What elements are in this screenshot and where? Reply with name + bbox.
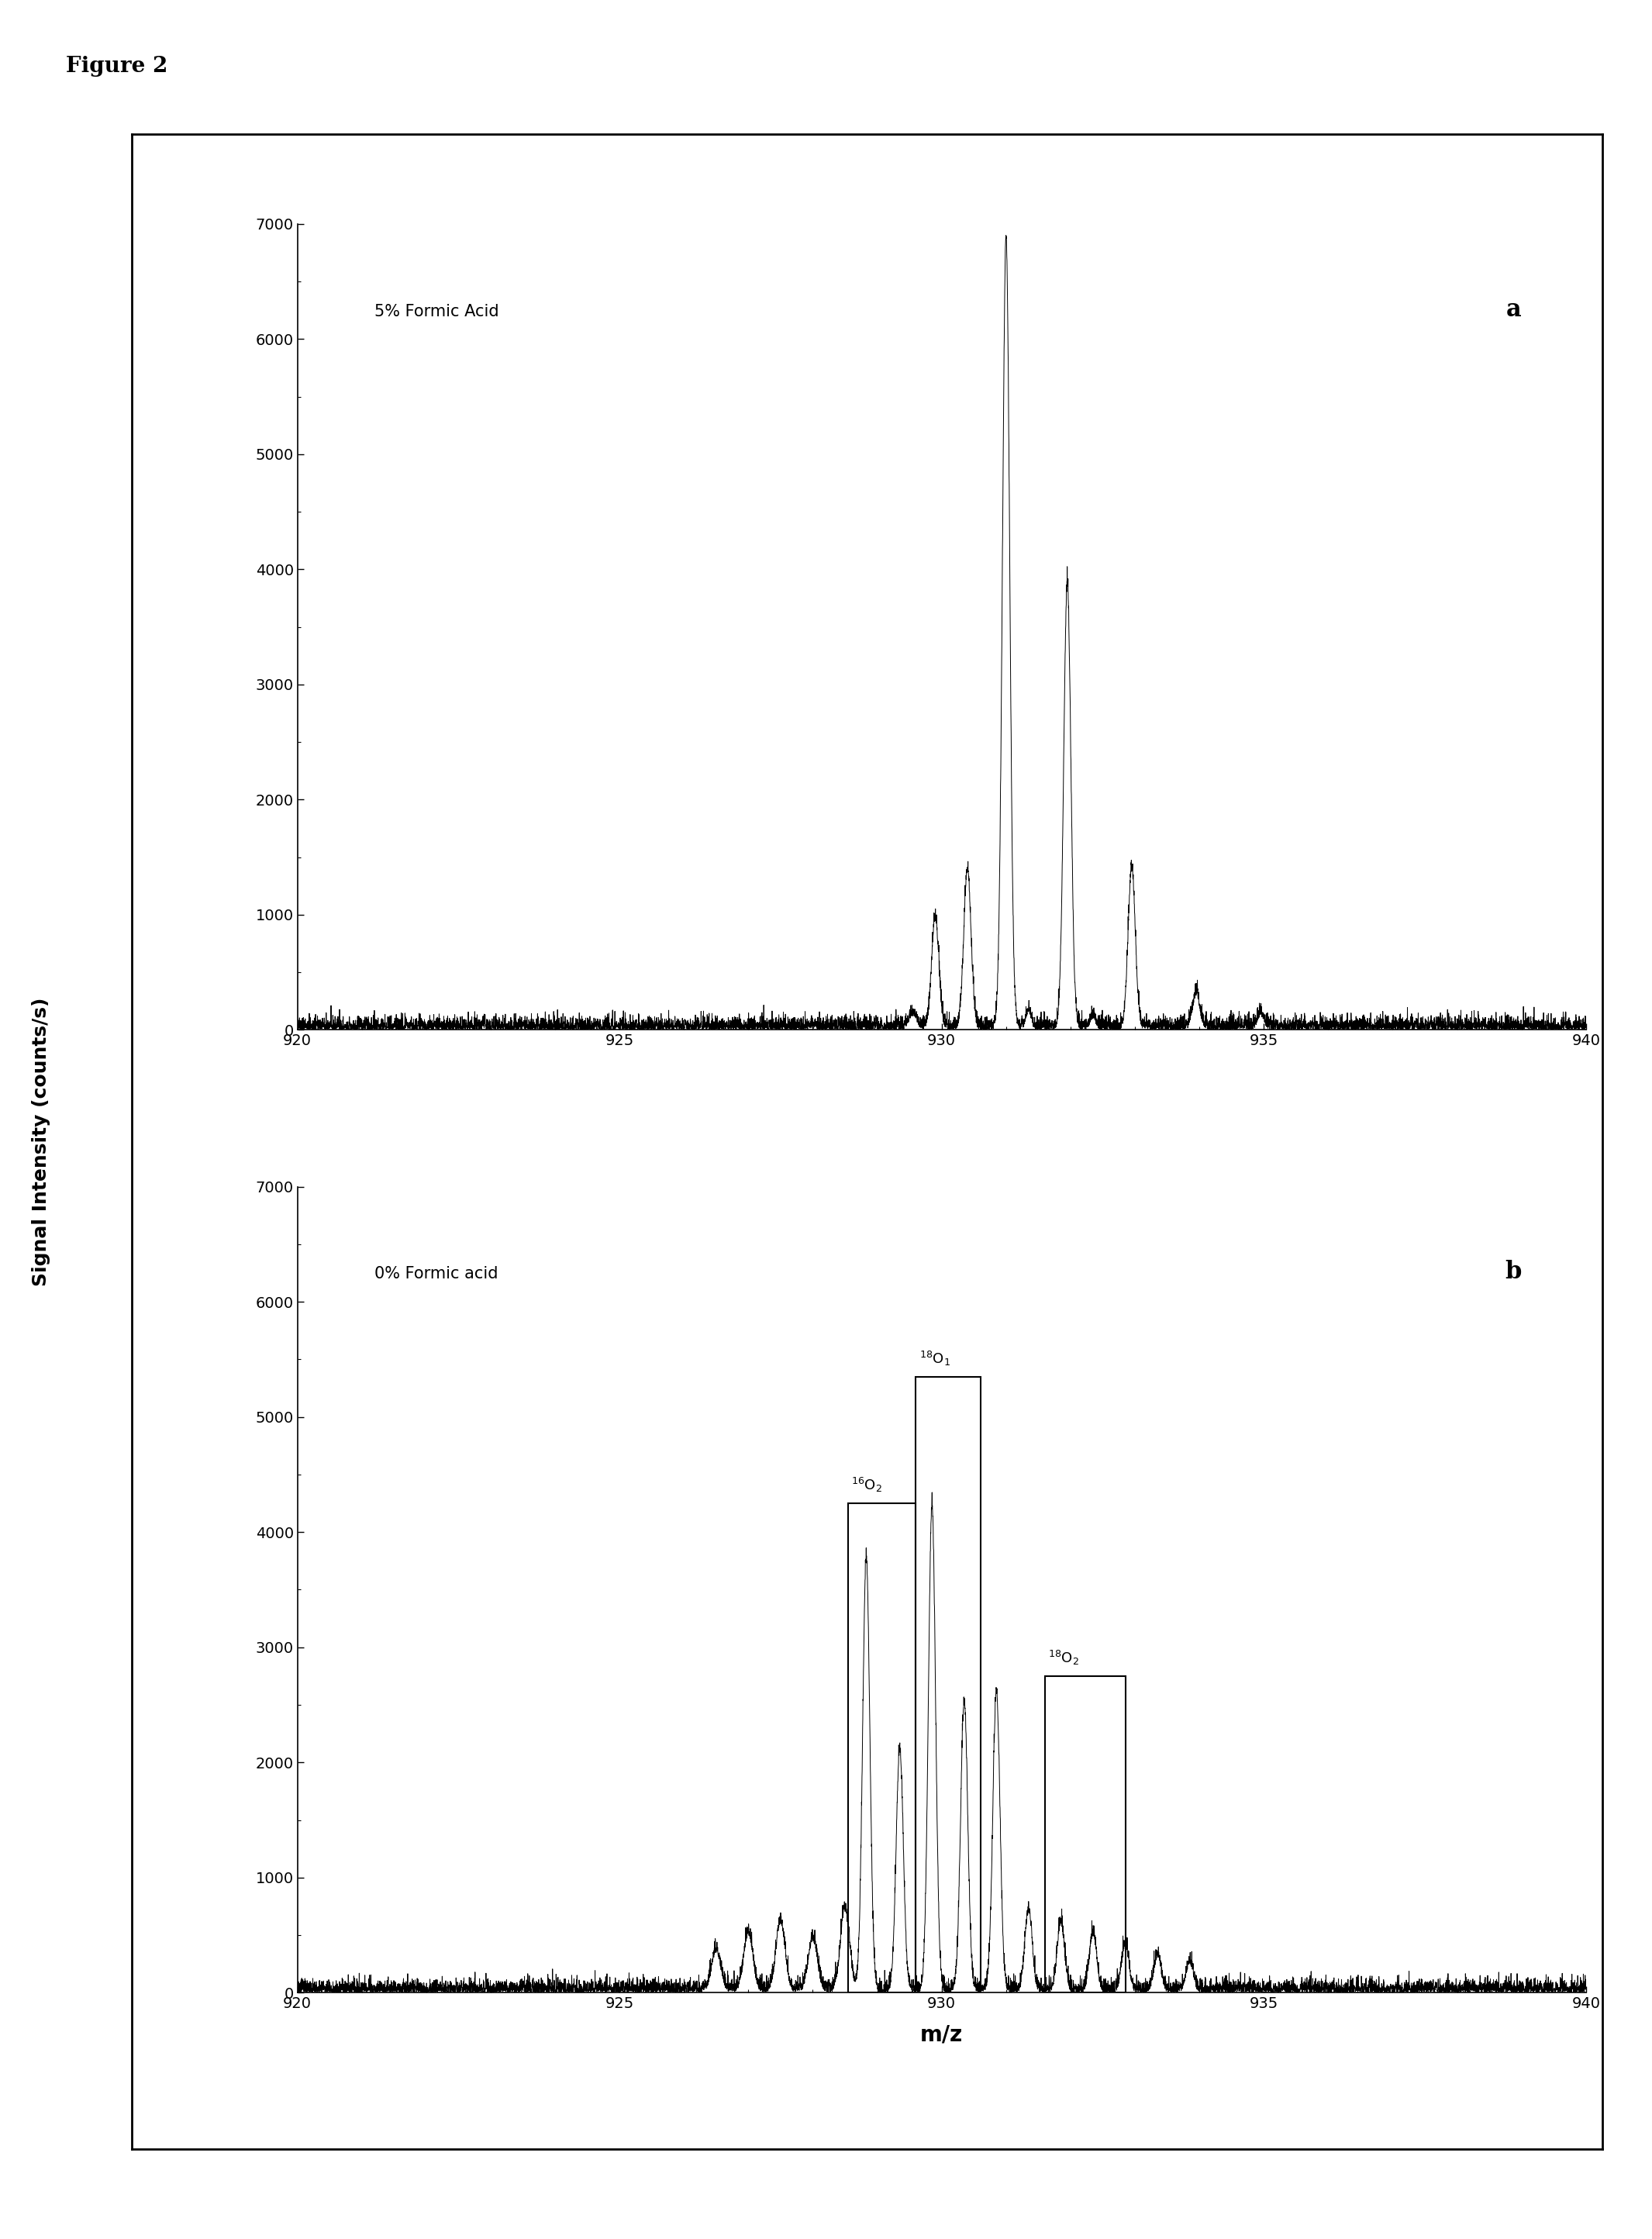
- Text: b: b: [1505, 1261, 1521, 1285]
- X-axis label: m/z: m/z: [920, 2024, 963, 2046]
- Text: $^{18}$O$_2$: $^{18}$O$_2$: [1047, 1648, 1079, 1666]
- Bar: [847, 1502, 915, 1993]
- Text: Signal Intensity (counts/s): Signal Intensity (counts/s): [31, 999, 51, 1285]
- Text: $^{16}$O$_2$: $^{16}$O$_2$: [851, 1476, 882, 1493]
- Text: Figure 2: Figure 2: [66, 56, 169, 76]
- Text: 5% Formic Acid: 5% Formic Acid: [375, 305, 499, 320]
- Bar: [915, 1377, 980, 1993]
- Text: a: a: [1507, 298, 1521, 322]
- Bar: [1044, 1677, 1125, 1993]
- Text: 0% Formic acid: 0% Formic acid: [375, 1267, 499, 1283]
- Text: $^{18}$O$_1$: $^{18}$O$_1$: [919, 1350, 950, 1368]
